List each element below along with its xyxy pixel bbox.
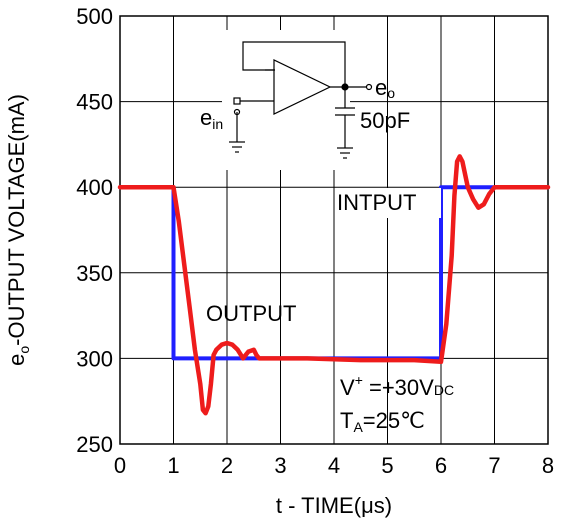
x-tick-label: 1 — [167, 453, 179, 478]
y-tick-label: 500 — [76, 4, 113, 29]
ein-label: ein — [200, 105, 223, 132]
y-tick-label: 450 — [76, 90, 113, 115]
eo-label: eo — [375, 75, 395, 101]
schematic-labels: ein eo 50pF — [200, 75, 410, 133]
y-tick-label: 250 — [76, 432, 113, 457]
series-line-output — [117, 154, 551, 416]
series-layer — [117, 154, 551, 416]
y-tick-label: 350 — [76, 261, 113, 286]
input-ground-node — [233, 108, 241, 116]
y-axis-title: eo-OUTPUT VOLTAGE(mA) — [4, 94, 32, 366]
input-label-background — [335, 188, 441, 218]
y-tick-labels: 500 450 400 350 300 250 — [76, 4, 113, 457]
plot-frame — [119, 15, 549, 445]
schematic-background — [222, 30, 350, 170]
input-ground-symbol — [229, 141, 245, 153]
supply-voltage-label: V+ =+30VDC — [340, 372, 454, 400]
x-tick-label: 2 — [221, 453, 233, 478]
input-series-label: INTPUT — [337, 190, 416, 215]
output-terminal — [365, 83, 373, 91]
op-amp-triangle — [273, 59, 332, 115]
x-tick-label: 3 — [274, 453, 286, 478]
y-tick-label: 400 — [76, 175, 113, 200]
x-tick-label: 6 — [435, 453, 447, 478]
cap-ground-symbol — [337, 147, 353, 159]
output-series-label: OUTPUT — [206, 301, 296, 326]
x-tick-label: 8 — [542, 453, 554, 478]
y-tick-label: 300 — [76, 346, 113, 371]
feedback-wire — [242, 41, 346, 86]
x-tick-label: 4 — [328, 453, 340, 478]
x-tick-labels: 0 1 2 3 4 5 6 7 8 — [114, 453, 554, 478]
ambient-temp-label: TA=25℃ — [340, 408, 425, 435]
x-axis-title: t - TIME(μs) — [276, 493, 392, 518]
op-amp-schematic — [222, 30, 373, 170]
x-tick-label: 0 — [114, 453, 126, 478]
x-tick-label: 7 — [488, 453, 500, 478]
input-terminal — [233, 97, 241, 105]
capacitor-label: 50pF — [360, 108, 410, 133]
x-tick-label: 5 — [381, 453, 393, 478]
